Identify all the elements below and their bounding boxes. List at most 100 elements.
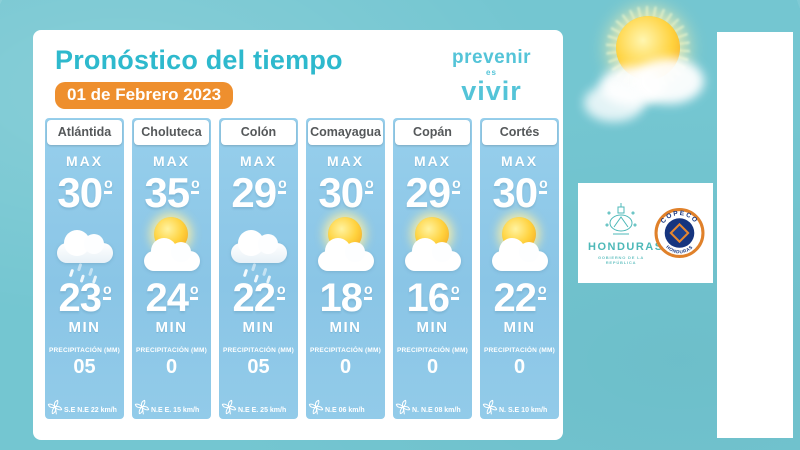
precipitation-label: PRECIPITACIÓN (MM) <box>396 346 468 354</box>
precipitation-value: 0 <box>426 355 439 378</box>
copeco-logo: COPECO HONDURAS <box>654 208 705 258</box>
forecast-card: Comayagua MAX 30 o 18 o MIN PRECIPITACIÓN … <box>306 118 385 419</box>
min-temperature: 22 o <box>232 275 285 320</box>
coat-of-arms-icon <box>605 203 637 235</box>
max-label: MAX <box>500 153 539 169</box>
forecast-card: Choluteca MAX 35 o 24 o MIN PRECIPITACIÓN … <box>132 118 211 419</box>
department-name: Colón <box>221 120 296 145</box>
cloud-icon <box>317 237 374 271</box>
degree-symbol: o <box>365 176 374 194</box>
min-temperature-value: 23 <box>58 275 101 320</box>
max-temperature: 29 o <box>405 169 460 216</box>
precipitation-label: PRECIPITACIÓN (MM) <box>309 346 381 354</box>
wind-direction-speed: N. S.E 10 km/h <box>499 407 548 414</box>
rain-cloud-icon <box>52 215 118 279</box>
cards-row: Atlántida MAX 30 o 23 o MIN PRECIPITACIÓN … <box>33 109 563 419</box>
wind-row: N. N.E 08 km/h <box>395 398 470 416</box>
sun-cloud-icon <box>313 215 379 279</box>
degree-symbol: o <box>539 176 548 194</box>
degree-symbol: o <box>537 282 546 300</box>
pinwheel-icon <box>134 399 150 415</box>
max-temperature-value: 35 <box>144 169 190 216</box>
cloud-icon <box>634 58 704 104</box>
department-name: Cortés <box>482 120 557 145</box>
department-name: Copán <box>395 120 470 145</box>
wind-direction-speed: N. N.E 08 km/h <box>412 407 461 414</box>
degree-symbol: o <box>278 176 287 194</box>
min-label: MIN <box>503 318 536 336</box>
max-label: MAX <box>413 153 452 169</box>
wind-direction-speed: N.E E. 15 km/h <box>151 407 200 414</box>
pinwheel-icon <box>308 399 324 415</box>
cloud-icon <box>56 229 113 263</box>
max-temperature-value: 29 <box>405 169 451 216</box>
title-block: Pronóstico del tiempo 01 de Febrero 2023 <box>55 45 343 109</box>
degree-symbol: o <box>191 176 200 194</box>
svg-text:HONDURAS: HONDURAS <box>665 244 694 254</box>
min-label: MIN <box>416 318 449 336</box>
max-label: MAX <box>65 153 104 169</box>
degree-symbol: o <box>363 282 372 300</box>
sun-cloud-icon <box>139 215 205 279</box>
prevenir-es-vivir-logo: prevenir es vivir <box>452 48 531 109</box>
degree-symbol: o <box>276 282 285 300</box>
cloud-icon <box>491 237 548 271</box>
precipitation-label: PRECIPITACIÓN (MM) <box>135 346 207 354</box>
sun-cloud-illustration <box>582 0 714 160</box>
wind-row: N. S.E 10 km/h <box>482 398 557 416</box>
min-temperature: 16 o <box>406 275 459 320</box>
wind-row: N.E E. 25 km/h <box>221 398 296 416</box>
max-temperature: 29 o <box>231 172 287 214</box>
rain-drops-icon <box>68 268 74 277</box>
max-temperature: 30 o <box>318 169 374 216</box>
cloud-icon <box>143 237 200 271</box>
degree-symbol: o <box>189 282 198 300</box>
min-label: MIN <box>242 318 275 336</box>
wind-row: S.E N.E 22 km/h <box>47 398 122 416</box>
precipitation-value: 0 <box>339 355 352 378</box>
degree-symbol: o <box>450 282 459 300</box>
date-badge: 01 de Febrero 2023 <box>55 82 234 109</box>
precipitation-value: 05 <box>73 355 96 378</box>
max-temperature-value: 30 <box>57 169 103 216</box>
slogan-line: es <box>486 68 497 77</box>
precipitation-label: PRECIPITACIÓN (MM) <box>48 346 120 354</box>
precipitation-value: 0 <box>165 355 178 378</box>
max-temperature: 30 o <box>492 169 548 216</box>
min-temperature-value: 24 <box>145 275 188 320</box>
max-temperature-value: 30 <box>492 169 538 216</box>
min-temperature: 22 o <box>493 278 546 318</box>
sun-cloud-icon <box>487 215 553 279</box>
min-label: MIN <box>155 318 188 336</box>
wind-direction-speed: S.E N.E 22 km/h <box>64 407 117 414</box>
wind-direction-speed: N.E 06 km/h <box>325 407 365 414</box>
department-name: Atlántida <box>47 120 122 145</box>
cloud-icon <box>584 84 644 122</box>
precipitation-value: 05 <box>247 355 270 378</box>
department-name: Choluteca <box>134 120 209 145</box>
min-temperature-value: 16 <box>406 275 449 320</box>
min-temperature: 18 o <box>319 275 372 320</box>
cloud-icon <box>230 229 287 263</box>
pinwheel-icon <box>395 399 411 415</box>
right-white-bar <box>717 32 793 438</box>
forecast-card: Copán MAX 29 o 16 o MIN PRECIPITACIÓN (MM)… <box>393 118 472 419</box>
gov-logo-subtitle: GOBIERNO DE LA REPÚBLICA <box>597 255 645 265</box>
slogan-line: prevenir <box>452 47 531 68</box>
panel-header: Pronóstico del tiempo 01 de Febrero 2023… <box>33 30 563 109</box>
min-temperature-value: 18 <box>319 275 362 320</box>
department-name: Comayagua <box>308 120 383 145</box>
forecast-card: Atlántida MAX 30 o 23 o MIN PRECIPITACIÓN … <box>45 118 124 419</box>
max-temperature-value: 30 <box>318 169 364 216</box>
pinwheel-icon <box>47 399 63 415</box>
min-temperature-value: 22 <box>232 275 275 320</box>
precipitation-label: PRECIPITACIÓN (MM) <box>222 346 294 354</box>
page-title: Pronóstico del tiempo <box>55 45 343 75</box>
rain-cloud-icon <box>226 215 292 279</box>
forecast-panel: Pronóstico del tiempo 01 de Febrero 2023… <box>33 30 563 440</box>
min-temperature: 23 o <box>58 275 111 320</box>
degree-symbol: o <box>102 282 111 300</box>
max-label: MAX <box>239 153 278 169</box>
forecast-card: Cortés MAX 30 o 22 o MIN PRECIPITACIÓN (MM… <box>480 118 559 419</box>
